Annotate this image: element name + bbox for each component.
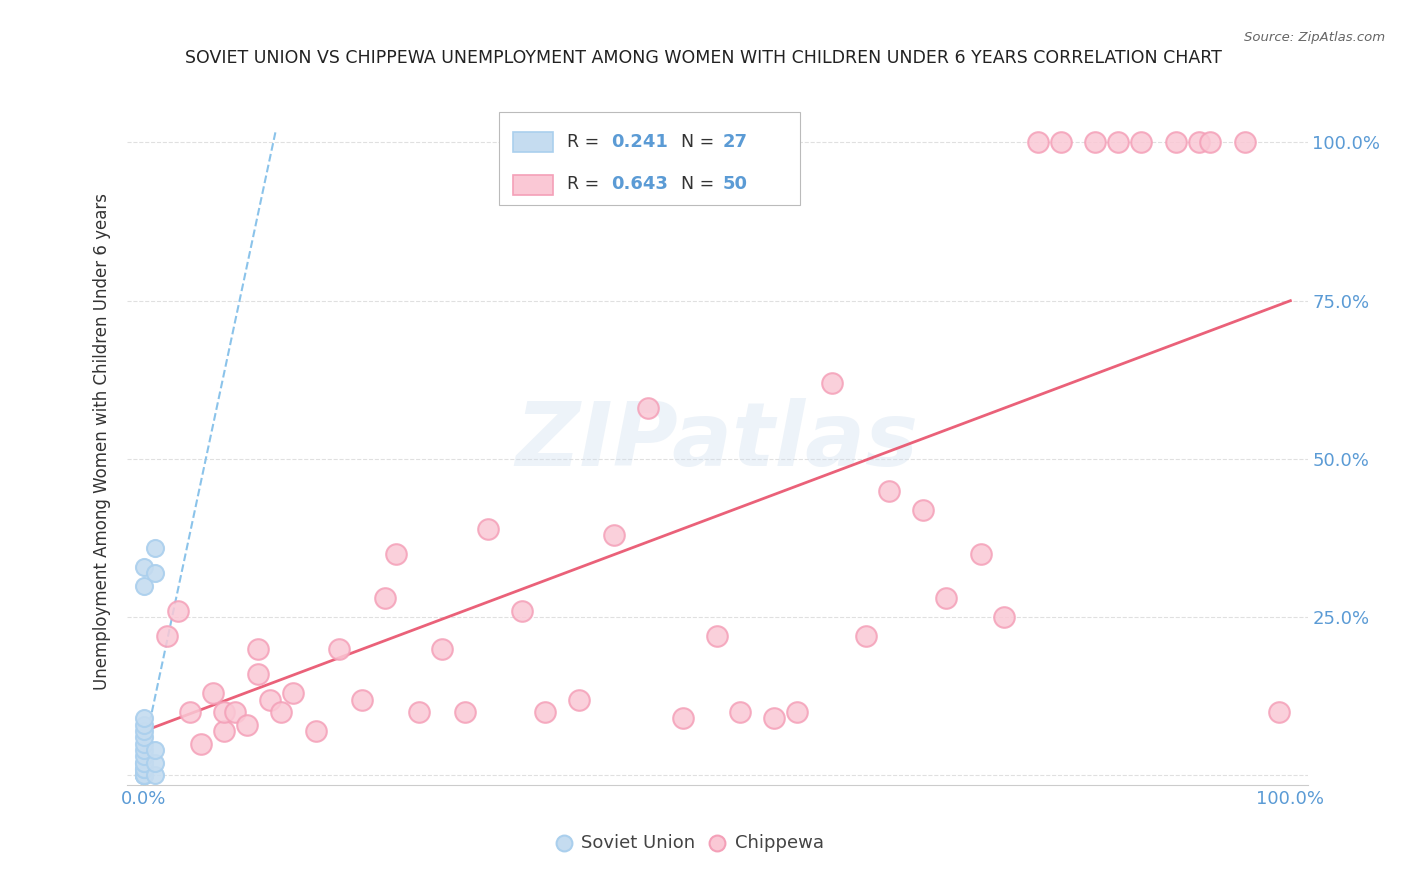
Text: 0.643: 0.643: [610, 175, 668, 194]
Point: [270, 705, 292, 719]
Point: [821, 376, 844, 390]
Text: Chippewa: Chippewa: [735, 834, 824, 853]
Point: [1050, 136, 1073, 150]
Point: [132, 768, 155, 782]
Text: N =: N =: [669, 175, 720, 194]
Point: [1026, 136, 1049, 150]
Point: [212, 705, 235, 719]
Point: [603, 528, 626, 542]
Point: [763, 711, 786, 725]
Point: [247, 641, 270, 656]
Text: 0.241: 0.241: [610, 133, 668, 151]
Point: [430, 641, 453, 656]
Point: [132, 768, 155, 782]
Point: [786, 705, 808, 719]
Point: [132, 756, 155, 770]
Point: [132, 768, 155, 782]
Point: [1084, 136, 1107, 150]
Point: [132, 743, 155, 757]
Point: [637, 401, 659, 416]
FancyBboxPatch shape: [513, 132, 553, 152]
Point: [167, 604, 190, 618]
Point: [132, 762, 155, 776]
Point: [993, 610, 1015, 624]
Point: [132, 559, 155, 574]
Point: [132, 768, 155, 782]
Point: [305, 724, 328, 739]
Point: [706, 629, 728, 643]
Point: [373, 591, 395, 606]
Point: [855, 629, 877, 643]
Point: [935, 591, 957, 606]
Point: [132, 768, 155, 782]
Point: [143, 756, 166, 770]
Point: [132, 737, 155, 751]
Point: [132, 762, 155, 776]
Point: [143, 566, 166, 580]
Point: [477, 522, 499, 536]
Text: Soviet Union: Soviet Union: [581, 834, 696, 853]
Point: [970, 547, 993, 561]
Text: Source: ZipAtlas.com: Source: ZipAtlas.com: [1244, 31, 1385, 45]
Point: [132, 768, 155, 782]
Text: N =: N =: [669, 133, 720, 151]
Point: [385, 547, 408, 561]
Point: [132, 768, 155, 782]
Point: [132, 756, 155, 770]
Point: [408, 705, 430, 719]
Point: [1199, 136, 1222, 150]
Point: [1107, 136, 1129, 150]
Point: [454, 705, 477, 719]
Point: [557, 822, 579, 837]
Point: [1188, 136, 1211, 150]
Point: [179, 705, 201, 719]
Point: [143, 541, 166, 555]
Point: [132, 768, 155, 782]
Point: [143, 768, 166, 782]
Point: [201, 686, 224, 700]
Point: [672, 711, 695, 725]
Point: [510, 604, 533, 618]
FancyBboxPatch shape: [499, 112, 800, 204]
Point: [328, 641, 350, 656]
Point: [132, 749, 155, 764]
Point: [877, 483, 900, 498]
Point: [350, 692, 373, 706]
Point: [706, 822, 728, 837]
Point: [281, 686, 304, 700]
Point: [224, 705, 246, 719]
Point: [190, 737, 212, 751]
Text: 27: 27: [723, 133, 748, 151]
Point: [132, 718, 155, 732]
Point: [912, 502, 935, 516]
Text: SOVIET UNION VS CHIPPEWA UNEMPLOYMENT AMONG WOMEN WITH CHILDREN UNDER 6 YEARS CO: SOVIET UNION VS CHIPPEWA UNEMPLOYMENT AM…: [184, 49, 1222, 67]
Point: [1164, 136, 1187, 150]
Point: [132, 578, 155, 592]
Point: [132, 711, 155, 725]
Point: [1233, 136, 1256, 150]
Point: [259, 692, 281, 706]
Point: [132, 724, 155, 739]
FancyBboxPatch shape: [513, 175, 553, 194]
Text: R =: R =: [567, 133, 605, 151]
Text: R =: R =: [567, 175, 605, 194]
Point: [156, 629, 179, 643]
Y-axis label: Unemployment Among Women with Children Under 6 years: Unemployment Among Women with Children U…: [93, 193, 111, 690]
Point: [132, 731, 155, 745]
Text: 50: 50: [723, 175, 748, 194]
Point: [1130, 136, 1153, 150]
Text: ZIPatlas: ZIPatlas: [516, 398, 918, 485]
Point: [143, 743, 166, 757]
Point: [212, 724, 235, 739]
Point: [534, 705, 557, 719]
Point: [568, 692, 591, 706]
Point: [1268, 705, 1291, 719]
Point: [728, 705, 751, 719]
Point: [247, 667, 270, 681]
Point: [132, 768, 155, 782]
Point: [236, 718, 259, 732]
